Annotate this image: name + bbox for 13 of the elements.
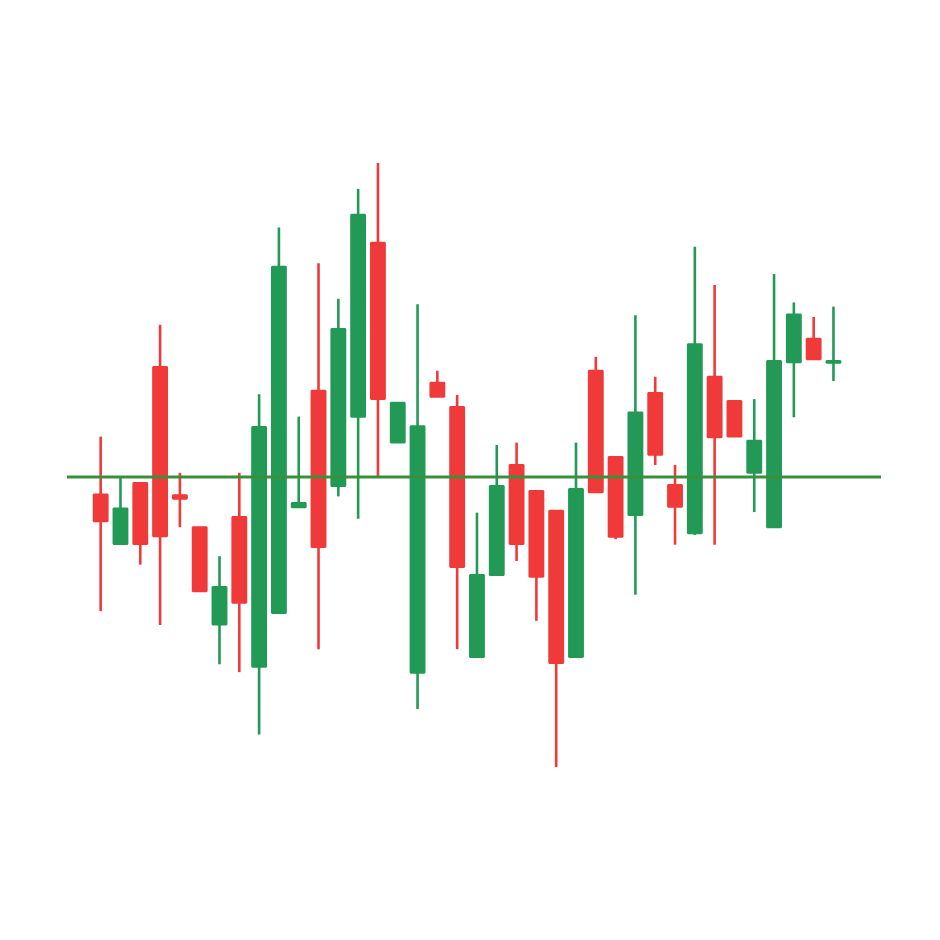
candlestick: [805, 315, 822, 361]
candlestick: [746, 397, 763, 514]
candlestick: [389, 401, 406, 444]
candlestick: [667, 463, 683, 546]
candlestick: [429, 369, 446, 398]
candlestick: [112, 475, 129, 546]
candlestick: [726, 399, 743, 438]
candlestick: [211, 554, 228, 666]
candlestick: [92, 435, 109, 613]
candlestick: [785, 301, 802, 419]
candlestick: [171, 471, 188, 529]
candlestick: [290, 415, 307, 510]
candlestick: [825, 305, 842, 383]
